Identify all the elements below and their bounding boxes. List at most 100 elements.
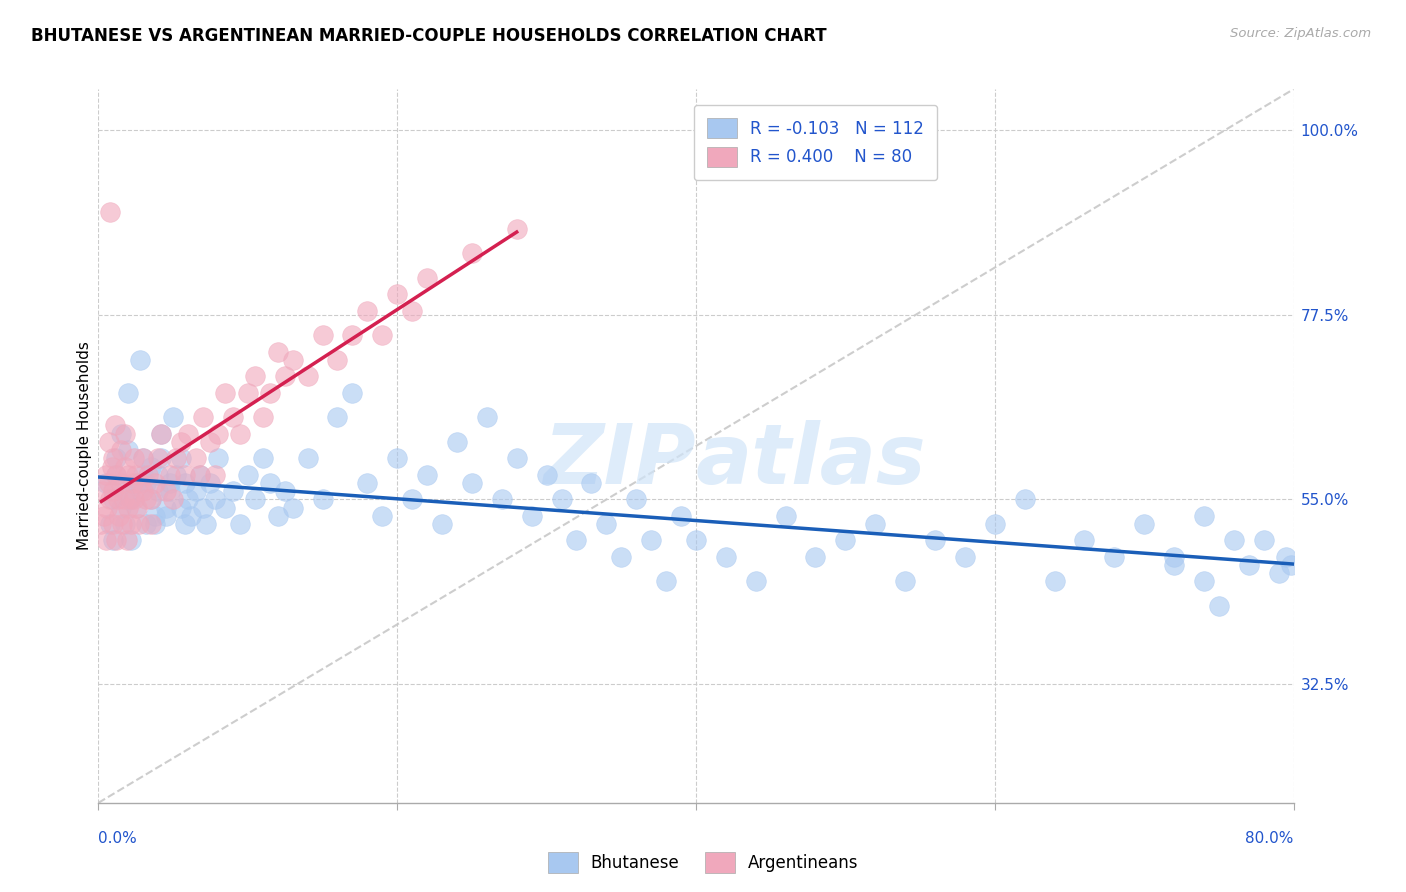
Point bbox=[229, 516, 252, 531]
Point bbox=[984, 516, 1007, 531]
Point bbox=[139, 492, 162, 507]
Point bbox=[894, 574, 917, 589]
Point bbox=[326, 410, 349, 425]
Point bbox=[207, 451, 229, 466]
Point bbox=[385, 451, 409, 466]
Point bbox=[180, 508, 202, 523]
Text: 80.0%: 80.0% bbox=[1246, 831, 1294, 847]
Point bbox=[356, 303, 378, 318]
Point bbox=[103, 492, 125, 507]
Point bbox=[117, 500, 139, 515]
Point bbox=[1279, 558, 1302, 572]
Point bbox=[281, 352, 304, 367]
Point bbox=[120, 516, 142, 531]
Point bbox=[326, 352, 349, 367]
Point bbox=[274, 484, 297, 499]
Text: ZIP: ZIP bbox=[543, 420, 696, 500]
Point bbox=[169, 434, 191, 449]
Point bbox=[165, 467, 187, 482]
Point bbox=[103, 533, 125, 548]
Point bbox=[1163, 549, 1185, 564]
Point bbox=[834, 533, 856, 548]
Point bbox=[136, 467, 159, 482]
Point bbox=[114, 459, 136, 474]
Point bbox=[97, 475, 120, 490]
Point bbox=[1014, 492, 1036, 507]
Point bbox=[685, 533, 707, 548]
Point bbox=[125, 475, 148, 490]
Point bbox=[1133, 516, 1156, 531]
Point bbox=[520, 508, 543, 523]
Point bbox=[159, 475, 181, 490]
Point bbox=[165, 451, 187, 466]
Point bbox=[132, 451, 155, 466]
Point bbox=[132, 484, 155, 499]
Point bbox=[1208, 599, 1230, 613]
Point bbox=[804, 549, 827, 564]
Point bbox=[117, 443, 139, 458]
Point bbox=[125, 500, 148, 515]
Point bbox=[610, 549, 633, 564]
Point bbox=[127, 500, 149, 515]
Point bbox=[169, 500, 191, 515]
Point bbox=[1073, 533, 1095, 548]
Point bbox=[371, 328, 394, 343]
Point bbox=[150, 426, 173, 441]
Point bbox=[93, 508, 115, 523]
Point bbox=[536, 467, 558, 482]
Point bbox=[148, 467, 170, 482]
Text: atlas: atlas bbox=[696, 420, 927, 500]
Point bbox=[245, 369, 267, 384]
Point bbox=[214, 385, 236, 400]
Point bbox=[924, 533, 946, 548]
Point bbox=[446, 434, 468, 449]
Point bbox=[128, 516, 150, 531]
Point bbox=[97, 434, 120, 449]
Point bbox=[550, 492, 572, 507]
Point bbox=[104, 418, 127, 433]
Point bbox=[188, 467, 211, 482]
Point bbox=[865, 516, 887, 531]
Point bbox=[159, 484, 181, 499]
Point bbox=[103, 484, 125, 499]
Point bbox=[110, 426, 132, 441]
Point bbox=[101, 459, 124, 474]
Point bbox=[162, 410, 184, 425]
Point bbox=[107, 492, 129, 507]
Point bbox=[184, 451, 207, 466]
Point bbox=[200, 434, 222, 449]
Point bbox=[129, 352, 152, 367]
Point bbox=[135, 516, 157, 531]
Point bbox=[581, 475, 603, 490]
Point bbox=[311, 492, 333, 507]
Point bbox=[200, 475, 222, 490]
Point bbox=[1275, 549, 1298, 564]
Point bbox=[595, 516, 617, 531]
Point bbox=[385, 287, 409, 301]
Point bbox=[135, 492, 157, 507]
Point bbox=[174, 516, 197, 531]
Point bbox=[297, 369, 319, 384]
Point bbox=[98, 516, 122, 531]
Point bbox=[245, 492, 267, 507]
Point bbox=[204, 492, 226, 507]
Point bbox=[1237, 558, 1260, 572]
Point bbox=[94, 475, 117, 490]
Point bbox=[259, 385, 281, 400]
Point bbox=[259, 475, 281, 490]
Point bbox=[416, 467, 439, 482]
Point bbox=[112, 492, 135, 507]
Point bbox=[371, 508, 394, 523]
Point bbox=[124, 492, 146, 507]
Point bbox=[150, 426, 173, 441]
Point bbox=[98, 492, 122, 507]
Point bbox=[342, 328, 364, 343]
Point bbox=[655, 574, 678, 589]
Point bbox=[132, 467, 155, 482]
Point bbox=[191, 500, 214, 515]
Point bbox=[155, 508, 177, 523]
Point bbox=[155, 484, 177, 499]
Point bbox=[669, 508, 692, 523]
Point bbox=[356, 475, 378, 490]
Point bbox=[191, 410, 214, 425]
